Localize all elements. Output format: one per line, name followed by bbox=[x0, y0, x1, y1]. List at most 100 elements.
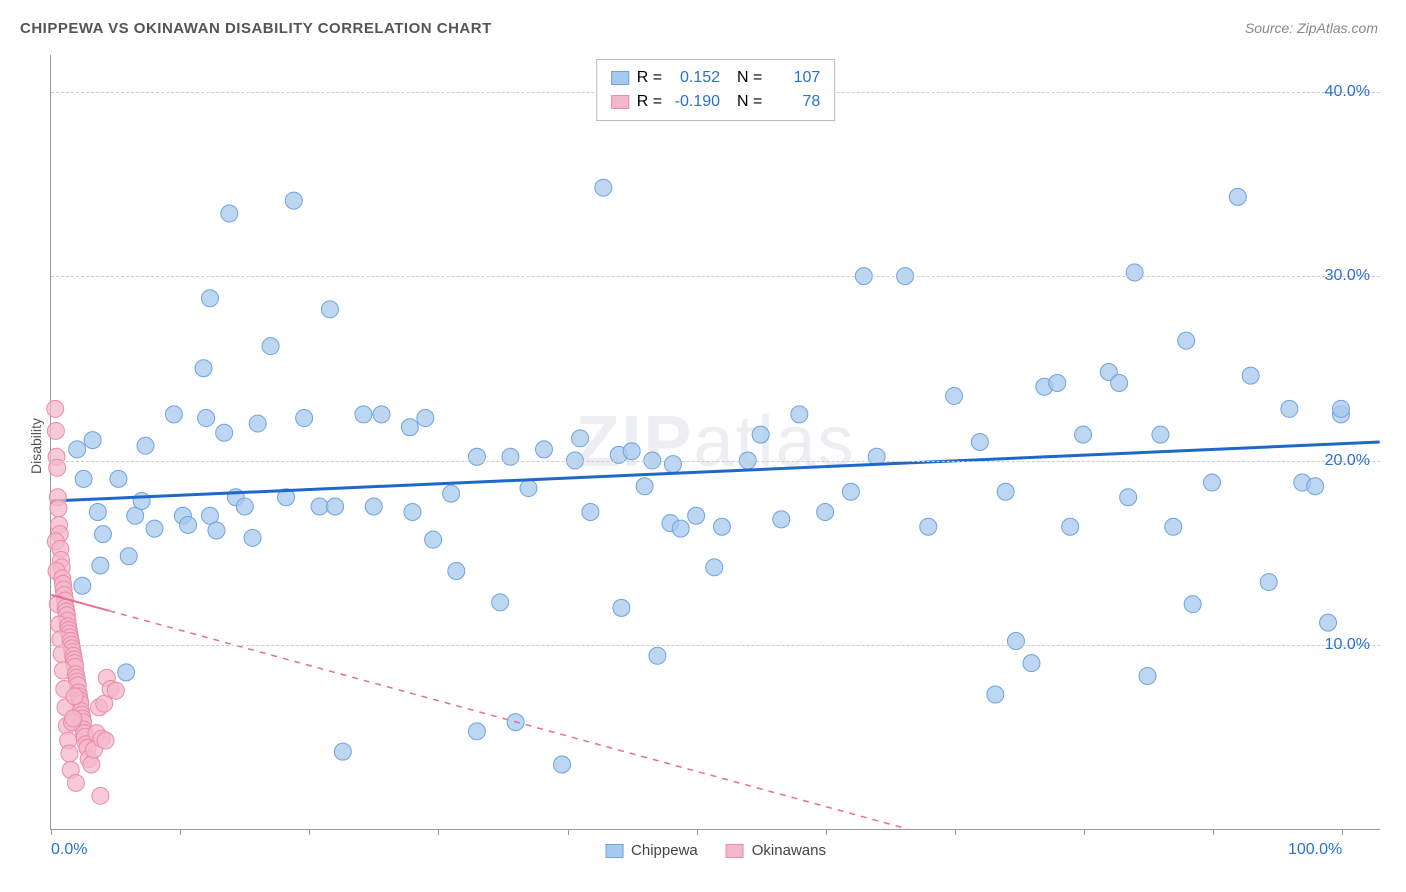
scatter-point bbox=[118, 664, 135, 681]
stats-label: R = bbox=[637, 66, 662, 90]
chart-title: CHIPPEWA VS OKINAWAN DISABILITY CORRELAT… bbox=[20, 20, 492, 37]
scatter-point bbox=[198, 410, 215, 427]
scatter-point bbox=[1184, 596, 1201, 613]
scatter-point bbox=[321, 301, 338, 318]
legend-item: Chippewa bbox=[605, 842, 698, 859]
gridline bbox=[51, 645, 1380, 646]
scatter-point bbox=[84, 432, 101, 449]
scatter-point bbox=[417, 410, 434, 427]
scatter-point bbox=[1165, 518, 1182, 535]
x-tick bbox=[1084, 829, 1085, 835]
scatter-point bbox=[1023, 655, 1040, 672]
x-tick bbox=[697, 829, 698, 835]
x-tick bbox=[1213, 829, 1214, 835]
scatter-point bbox=[468, 723, 485, 740]
scatter-svg bbox=[51, 55, 1380, 829]
scatter-point bbox=[133, 492, 150, 509]
n-value: 107 bbox=[770, 66, 820, 90]
scatter-point bbox=[664, 456, 681, 473]
scatter-point bbox=[66, 688, 83, 705]
scatter-point bbox=[791, 406, 808, 423]
scatter-point bbox=[97, 732, 114, 749]
scatter-point bbox=[1111, 375, 1128, 392]
x-tick-label: 100.0% bbox=[1288, 841, 1342, 859]
scatter-point bbox=[773, 511, 790, 528]
scatter-point bbox=[688, 507, 705, 524]
scatter-point bbox=[165, 406, 182, 423]
scatter-point bbox=[355, 406, 372, 423]
x-tick bbox=[309, 829, 310, 835]
scatter-point bbox=[107, 682, 124, 699]
scatter-point bbox=[468, 448, 485, 465]
scatter-point bbox=[706, 559, 723, 576]
scatter-point bbox=[425, 531, 442, 548]
scatter-point bbox=[649, 647, 666, 664]
scatter-point bbox=[448, 563, 465, 580]
scatter-point bbox=[92, 787, 109, 804]
scatter-point bbox=[89, 504, 106, 521]
scatter-point bbox=[502, 448, 519, 465]
scatter-point bbox=[75, 470, 92, 487]
r-value: 0.152 bbox=[670, 66, 720, 90]
scatter-point bbox=[1307, 478, 1324, 495]
x-tick-label: 0.0% bbox=[51, 841, 87, 859]
scatter-point bbox=[236, 498, 253, 515]
scatter-point bbox=[311, 498, 328, 515]
legend-item: Okinawans bbox=[726, 842, 826, 859]
scatter-point bbox=[285, 192, 302, 209]
scatter-point bbox=[69, 441, 86, 458]
y-tick-label: 30.0% bbox=[1325, 267, 1370, 285]
x-tick bbox=[180, 829, 181, 835]
scatter-point bbox=[582, 504, 599, 521]
stats-row: R = 0.152 N = 107 bbox=[611, 66, 821, 90]
scatter-point bbox=[110, 470, 127, 487]
scatter-point bbox=[997, 483, 1014, 500]
scatter-point bbox=[1062, 518, 1079, 535]
scatter-point bbox=[946, 387, 963, 404]
scatter-point bbox=[74, 577, 91, 594]
scatter-point bbox=[595, 179, 612, 196]
scatter-point bbox=[137, 437, 154, 454]
scatter-point bbox=[920, 518, 937, 535]
x-tick bbox=[51, 829, 52, 835]
scatter-point bbox=[971, 434, 988, 451]
scatter-point bbox=[752, 426, 769, 443]
scatter-point bbox=[83, 756, 100, 773]
swatch-icon bbox=[611, 71, 629, 85]
scatter-point bbox=[1007, 633, 1024, 650]
x-tick bbox=[826, 829, 827, 835]
scatter-point bbox=[713, 518, 730, 535]
scatter-point bbox=[1332, 400, 1349, 417]
scatter-point bbox=[1049, 375, 1066, 392]
scatter-point bbox=[180, 516, 197, 533]
scatter-point bbox=[365, 498, 382, 515]
scatter-point bbox=[1152, 426, 1169, 443]
scatter-point bbox=[535, 441, 552, 458]
scatter-point bbox=[327, 498, 344, 515]
scatter-point bbox=[50, 500, 67, 517]
scatter-point bbox=[120, 548, 137, 565]
scatter-point bbox=[65, 710, 82, 727]
x-tick bbox=[955, 829, 956, 835]
scatter-point bbox=[146, 520, 163, 537]
scatter-point bbox=[195, 360, 212, 377]
scatter-point bbox=[401, 419, 418, 436]
plot-area: ZIPatlas R = 0.152 N = 107 R = -0.190 N … bbox=[50, 55, 1380, 830]
scatter-point bbox=[94, 526, 111, 543]
gridline bbox=[51, 276, 1380, 277]
stats-legend: R = 0.152 N = 107 R = -0.190 N = 78 bbox=[596, 59, 836, 121]
stats-label: R = bbox=[637, 90, 662, 114]
scatter-point bbox=[492, 594, 509, 611]
scatter-point bbox=[249, 415, 266, 432]
scatter-point bbox=[554, 756, 571, 773]
stats-label: N = bbox=[728, 90, 762, 114]
scatter-point bbox=[262, 338, 279, 355]
scatter-point bbox=[1126, 264, 1143, 281]
scatter-point bbox=[1320, 614, 1337, 631]
scatter-point bbox=[1120, 489, 1137, 506]
legend-label: Chippewa bbox=[631, 842, 698, 859]
scatter-point bbox=[61, 745, 78, 762]
scatter-point bbox=[208, 522, 225, 539]
y-tick-label: 40.0% bbox=[1325, 83, 1370, 101]
gridline bbox=[51, 461, 1380, 462]
